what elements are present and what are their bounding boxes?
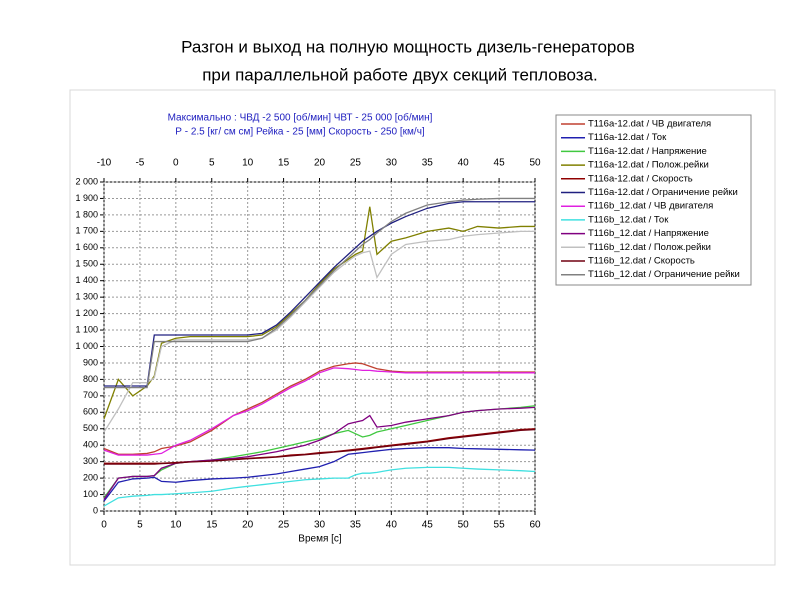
x2-tick-label: 0 bbox=[173, 158, 179, 169]
legend-label: T116b_12.dat / ЧВ двигателя bbox=[588, 201, 713, 212]
y-tick-label: 0 bbox=[93, 505, 98, 515]
y-tick-label: 1 100 bbox=[75, 324, 98, 334]
x-axis-label: Время [с] bbox=[298, 534, 342, 545]
x2-tick-label: 45 bbox=[494, 158, 506, 169]
legend-label: T116a-12.dat / Напряжение bbox=[588, 146, 707, 157]
x2-tick-label: -10 bbox=[97, 158, 112, 169]
chart-subtitle: при параллельной работе двух секций тепл… bbox=[202, 65, 598, 84]
x-tick-label: 15 bbox=[206, 520, 218, 531]
series-line bbox=[103, 206, 535, 420]
y-tick-label: 1 300 bbox=[75, 292, 98, 302]
y-tick-label: 1 600 bbox=[75, 242, 98, 252]
series-line bbox=[103, 466, 536, 507]
x-tick-label: 20 bbox=[242, 520, 254, 531]
annotation: Р - 2.5 [кг/ см см] Рейка - 25 [мм] Скор… bbox=[175, 127, 425, 138]
series-line bbox=[103, 230, 535, 433]
x-tick-label: 60 bbox=[529, 520, 541, 531]
x2-tick-label: 10 bbox=[242, 158, 254, 169]
x-tick-label: 50 bbox=[458, 520, 470, 531]
y-tick-label: 800 bbox=[83, 374, 98, 384]
y-tick-label: 300 bbox=[83, 456, 98, 466]
y-tick-label: 1 900 bbox=[75, 193, 98, 203]
x-tick-label: 40 bbox=[386, 520, 398, 531]
legend-label: T116b_12.dat / Ограничение рейки bbox=[588, 269, 740, 280]
y-tick-label: 100 bbox=[83, 489, 98, 499]
legend bbox=[555, 114, 752, 286]
series-line bbox=[103, 367, 535, 456]
legend-label: T116a-12.dat / ЧВ двигателя bbox=[588, 119, 711, 130]
x-tick-label: 0 bbox=[101, 520, 107, 531]
y-tick-label: 700 bbox=[83, 390, 98, 400]
y-tick-label: 600 bbox=[83, 407, 98, 417]
chart-title: Разгон и выход на полную мощность дизель… bbox=[181, 37, 635, 56]
x2-tick-label: 35 bbox=[422, 158, 434, 169]
legend-label: T116a-12.dat / Полож.рейки bbox=[588, 160, 709, 171]
y-tick-label: 200 bbox=[83, 472, 98, 482]
x2-tick-label: -5 bbox=[135, 158, 144, 169]
y-tick-label: 1 000 bbox=[75, 341, 98, 351]
x2-tick-label: 5 bbox=[209, 158, 215, 169]
x2-tick-label: 15 bbox=[278, 158, 290, 169]
x-tick-label: 10 bbox=[170, 520, 182, 531]
x-tick-label: 45 bbox=[422, 520, 434, 531]
legend-label: T116a-12.dat / Ограничение рейки bbox=[588, 187, 738, 198]
x2-tick-label: 20 bbox=[314, 158, 326, 169]
y-tick-label: 1 200 bbox=[75, 308, 98, 318]
legend-label: T116a-12.dat / Скорость bbox=[588, 173, 693, 184]
annotation: Максимально : ЧВД -2 500 [об/мин] ЧВТ - … bbox=[168, 112, 433, 124]
series-line bbox=[103, 362, 535, 455]
y-tick-label: 1 400 bbox=[75, 275, 98, 285]
x-tick-label: 25 bbox=[278, 520, 290, 531]
y-tick-label: 2 000 bbox=[75, 176, 98, 186]
legend-label: T116a-12.dat / Ток bbox=[588, 132, 667, 143]
x2-tick-label: 40 bbox=[458, 158, 470, 169]
x2-tick-label: 30 bbox=[386, 158, 398, 169]
series-line bbox=[104, 428, 536, 465]
y-tick-label: 900 bbox=[83, 357, 98, 367]
legend-label: T116b_12.dat / Ток bbox=[588, 214, 669, 225]
x-tick-label: 55 bbox=[494, 520, 506, 531]
series-line bbox=[103, 447, 536, 502]
legend-label: T116b_12.dat / Скорость bbox=[588, 256, 695, 267]
series-line bbox=[104, 201, 535, 387]
x2-tick-label: 50 bbox=[529, 158, 541, 169]
y-tick-label: 1 500 bbox=[75, 259, 98, 269]
y-tick-label: 500 bbox=[83, 423, 98, 433]
x2-tick-label: 25 bbox=[350, 158, 362, 169]
legend-label: T116b_12.dat / Полож.рейки bbox=[588, 242, 711, 253]
x-tick-label: 30 bbox=[314, 520, 326, 531]
x-tick-label: 35 bbox=[350, 520, 362, 531]
y-tick-label: 400 bbox=[83, 440, 98, 450]
series-line bbox=[104, 197, 535, 389]
y-tick-label: 1 800 bbox=[75, 209, 98, 219]
series-line bbox=[103, 406, 536, 500]
y-tick-label: 1 700 bbox=[75, 226, 98, 236]
x-tick-label: 5 bbox=[137, 520, 143, 531]
legend-label: T116b_12.dat / Напряжение bbox=[588, 228, 709, 239]
